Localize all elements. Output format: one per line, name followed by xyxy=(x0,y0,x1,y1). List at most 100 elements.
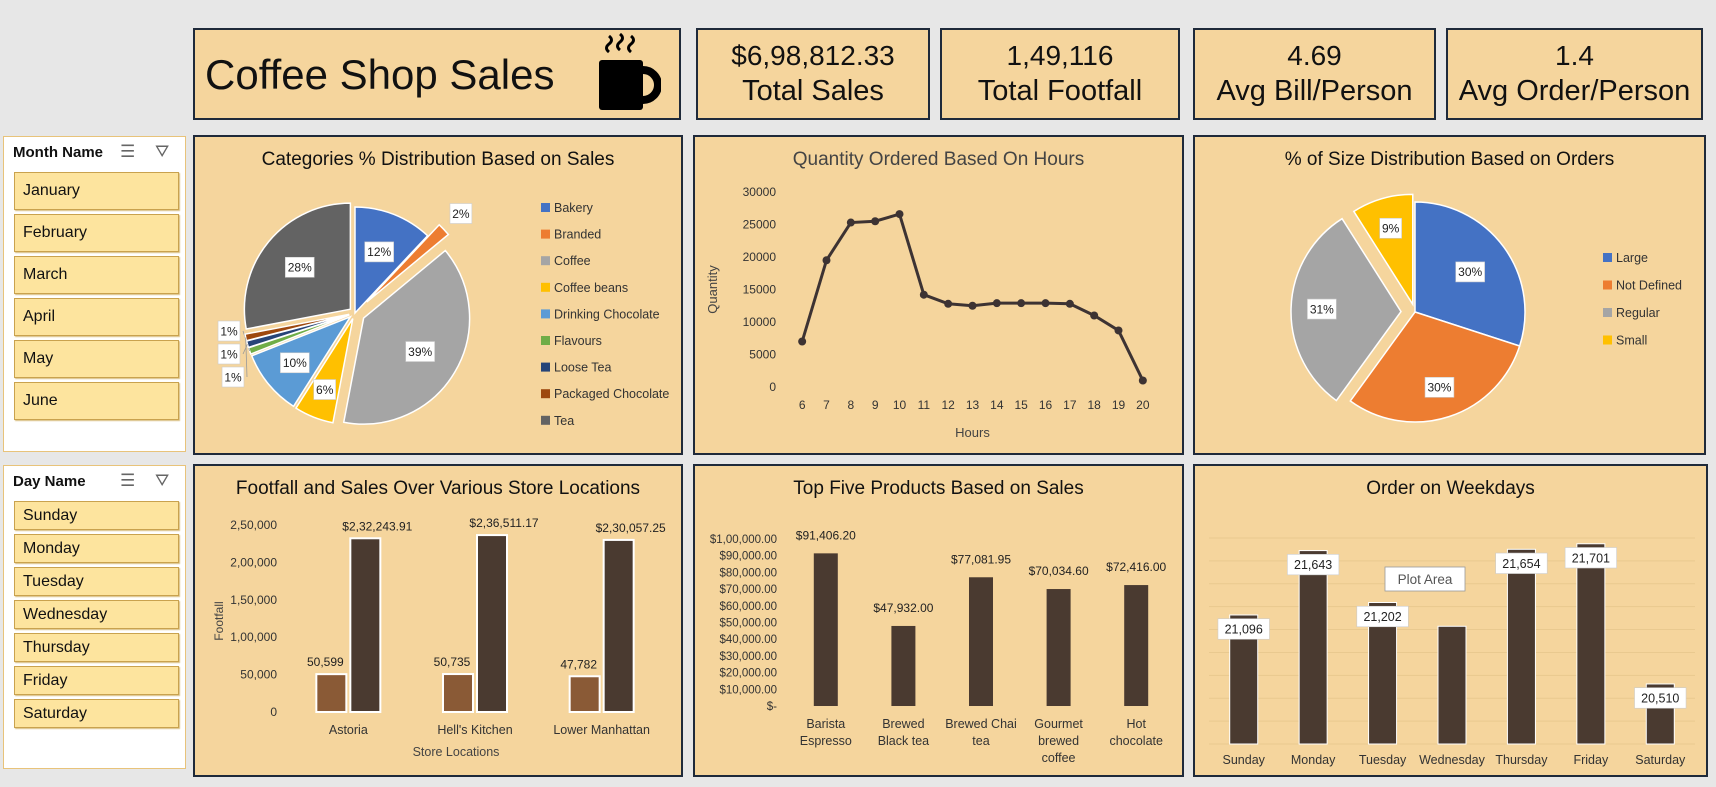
day-item[interactable]: Wednesday xyxy=(14,600,179,629)
day-item[interactable]: Tuesday xyxy=(14,567,179,596)
bar xyxy=(1576,543,1606,745)
slicer-header: Month Name ☰ ⛛ xyxy=(4,137,185,167)
bar xyxy=(476,534,508,713)
pie-slice xyxy=(1290,217,1402,402)
x-tick-label: tea xyxy=(972,734,989,748)
pie-slice xyxy=(366,223,450,303)
x-axis-label: Store Locations xyxy=(413,745,500,759)
x-tick-label: Barista xyxy=(806,717,845,731)
x-tick-label: 12 xyxy=(941,398,955,412)
data-label: 30% xyxy=(1427,381,1451,395)
products-bar-panel: Top Five Products Based on Sales $- $10,0… xyxy=(693,464,1184,777)
kpi-label: Avg Order/Person xyxy=(1458,75,1691,107)
data-label: $2,30,057.25 xyxy=(596,521,666,535)
legend-label: Large xyxy=(1616,251,1648,265)
month-item[interactable]: May xyxy=(14,340,179,378)
day-item[interactable]: Thursday xyxy=(14,633,179,662)
y-tick-label: $1,00,000.00 xyxy=(710,534,777,546)
y-tick-label: 25000 xyxy=(743,218,777,232)
data-label: 20,510 xyxy=(1641,691,1679,705)
x-tick-label: Espresso xyxy=(800,734,852,748)
month-item[interactable]: March xyxy=(14,256,179,294)
month-slicer: Month Name ☰ ⛛ January February March Ap… xyxy=(3,136,186,452)
clear-filter-icon[interactable]: ⛛ xyxy=(155,142,170,161)
legend-swatch xyxy=(541,389,550,399)
multi-select-icon[interactable]: ☰ xyxy=(120,142,136,161)
data-label-box xyxy=(313,379,336,400)
legend-label: Bakery xyxy=(554,201,594,215)
legend-label: Branded xyxy=(554,228,601,242)
data-label: 21,096 xyxy=(1225,622,1263,636)
data-label: 30% xyxy=(1458,265,1482,279)
month-item[interactable]: January xyxy=(14,172,179,210)
data-point xyxy=(1017,299,1026,308)
data-label: 21,701 xyxy=(1572,551,1610,565)
legend-swatch xyxy=(541,309,550,319)
day-item[interactable]: Saturday xyxy=(14,699,179,728)
data-label-box xyxy=(284,256,315,278)
x-tick-label: 7 xyxy=(823,398,830,412)
y-tick-label: $60,000.00 xyxy=(719,601,777,613)
y-tick-label: 5000 xyxy=(749,348,776,362)
month-item[interactable]: February xyxy=(14,214,179,252)
bar xyxy=(813,553,838,706)
y-tick-label: 20000 xyxy=(743,250,777,264)
legend-swatch xyxy=(541,362,550,372)
pie-slice xyxy=(342,249,471,425)
data-point xyxy=(968,301,977,310)
weekday-bar-chart: 21,096 Sunday 21,643 Monday 21,202 Tuesday Wed… xyxy=(1209,537,1695,767)
y-tick-label: $90,000.00 xyxy=(719,551,777,563)
store-bar-panel: Footfall and Sales Over Various Store Lo… xyxy=(193,464,683,777)
kpi-total-sales: $6,98,812.33 Total Sales xyxy=(696,28,930,120)
month-item[interactable]: April xyxy=(14,298,179,336)
multi-select-icon[interactable]: ☰ xyxy=(120,471,136,490)
x-tick-label: Astoria xyxy=(329,723,368,737)
y-tick-label: 1,50,000 xyxy=(230,593,277,607)
day-item[interactable]: Sunday xyxy=(14,501,179,530)
weekday-bar-panel: Order on Weekdays 21,096 Sunday 21,643 Mond… xyxy=(1193,464,1708,777)
data-point xyxy=(944,299,953,308)
data-point xyxy=(846,218,855,227)
data-label: $47,932.00 xyxy=(873,601,933,615)
legend-swatch xyxy=(541,282,550,292)
data-point xyxy=(1065,299,1074,308)
y-tick-label: 50,000 xyxy=(240,668,277,682)
data-label-box xyxy=(364,241,394,263)
data-label-box xyxy=(1455,261,1485,283)
y-tick-label: $50,000.00 xyxy=(719,618,777,630)
data-label-box xyxy=(1379,217,1402,239)
bar xyxy=(1437,625,1467,745)
slicer-title: Month Name xyxy=(13,143,103,161)
day-item[interactable]: Friday xyxy=(14,666,179,695)
kpi-value: 1.4 xyxy=(1555,40,1594,71)
chart-title: Footfall and Sales Over Various Store Lo… xyxy=(235,478,641,499)
bar xyxy=(1298,550,1328,745)
size-pie-panel: % of Size Distribution Based on Orders 3… xyxy=(1193,135,1706,455)
legend-label: Not Defined xyxy=(1616,279,1682,293)
hours-line-chart: 0 5000 10000 15000 20000 25000 30000 6 7 8 9 10 11 12… xyxy=(705,185,1150,440)
data-label: $91,406.20 xyxy=(796,528,856,542)
x-tick-label: 14 xyxy=(990,398,1004,412)
coffee-cup-icon xyxy=(599,32,661,110)
data-label: 50,599 xyxy=(307,655,344,669)
data-label: 12% xyxy=(367,245,391,259)
data-point xyxy=(798,337,807,346)
data-point xyxy=(871,217,880,226)
x-tick-label: Sunday xyxy=(1223,753,1266,767)
legend-label: Packaged Chocolate xyxy=(554,387,669,401)
data-point xyxy=(1114,326,1123,335)
kpi-avg-bill: 4.69 Avg Bill/Person xyxy=(1193,28,1436,120)
day-item[interactable]: Monday xyxy=(14,534,179,563)
legend-label: Small xyxy=(1616,334,1647,348)
clear-filter-icon[interactable]: ⛛ xyxy=(155,471,170,490)
x-tick-label: 9 xyxy=(872,398,879,412)
month-item[interactable]: June xyxy=(14,382,179,420)
leader-line xyxy=(245,337,248,378)
data-label: 1% xyxy=(220,347,238,361)
x-tick-label: 6 xyxy=(799,398,806,412)
store-bar-chart: 0 50,000 1,00,000 1,50,000 2,00,000 2,50,000 F… xyxy=(212,516,666,759)
legend-label: Coffee beans xyxy=(554,281,628,295)
x-tick-label: Friday xyxy=(1573,753,1608,767)
y-tick-label: $40,000.00 xyxy=(719,634,777,646)
data-label-box xyxy=(1564,547,1617,569)
